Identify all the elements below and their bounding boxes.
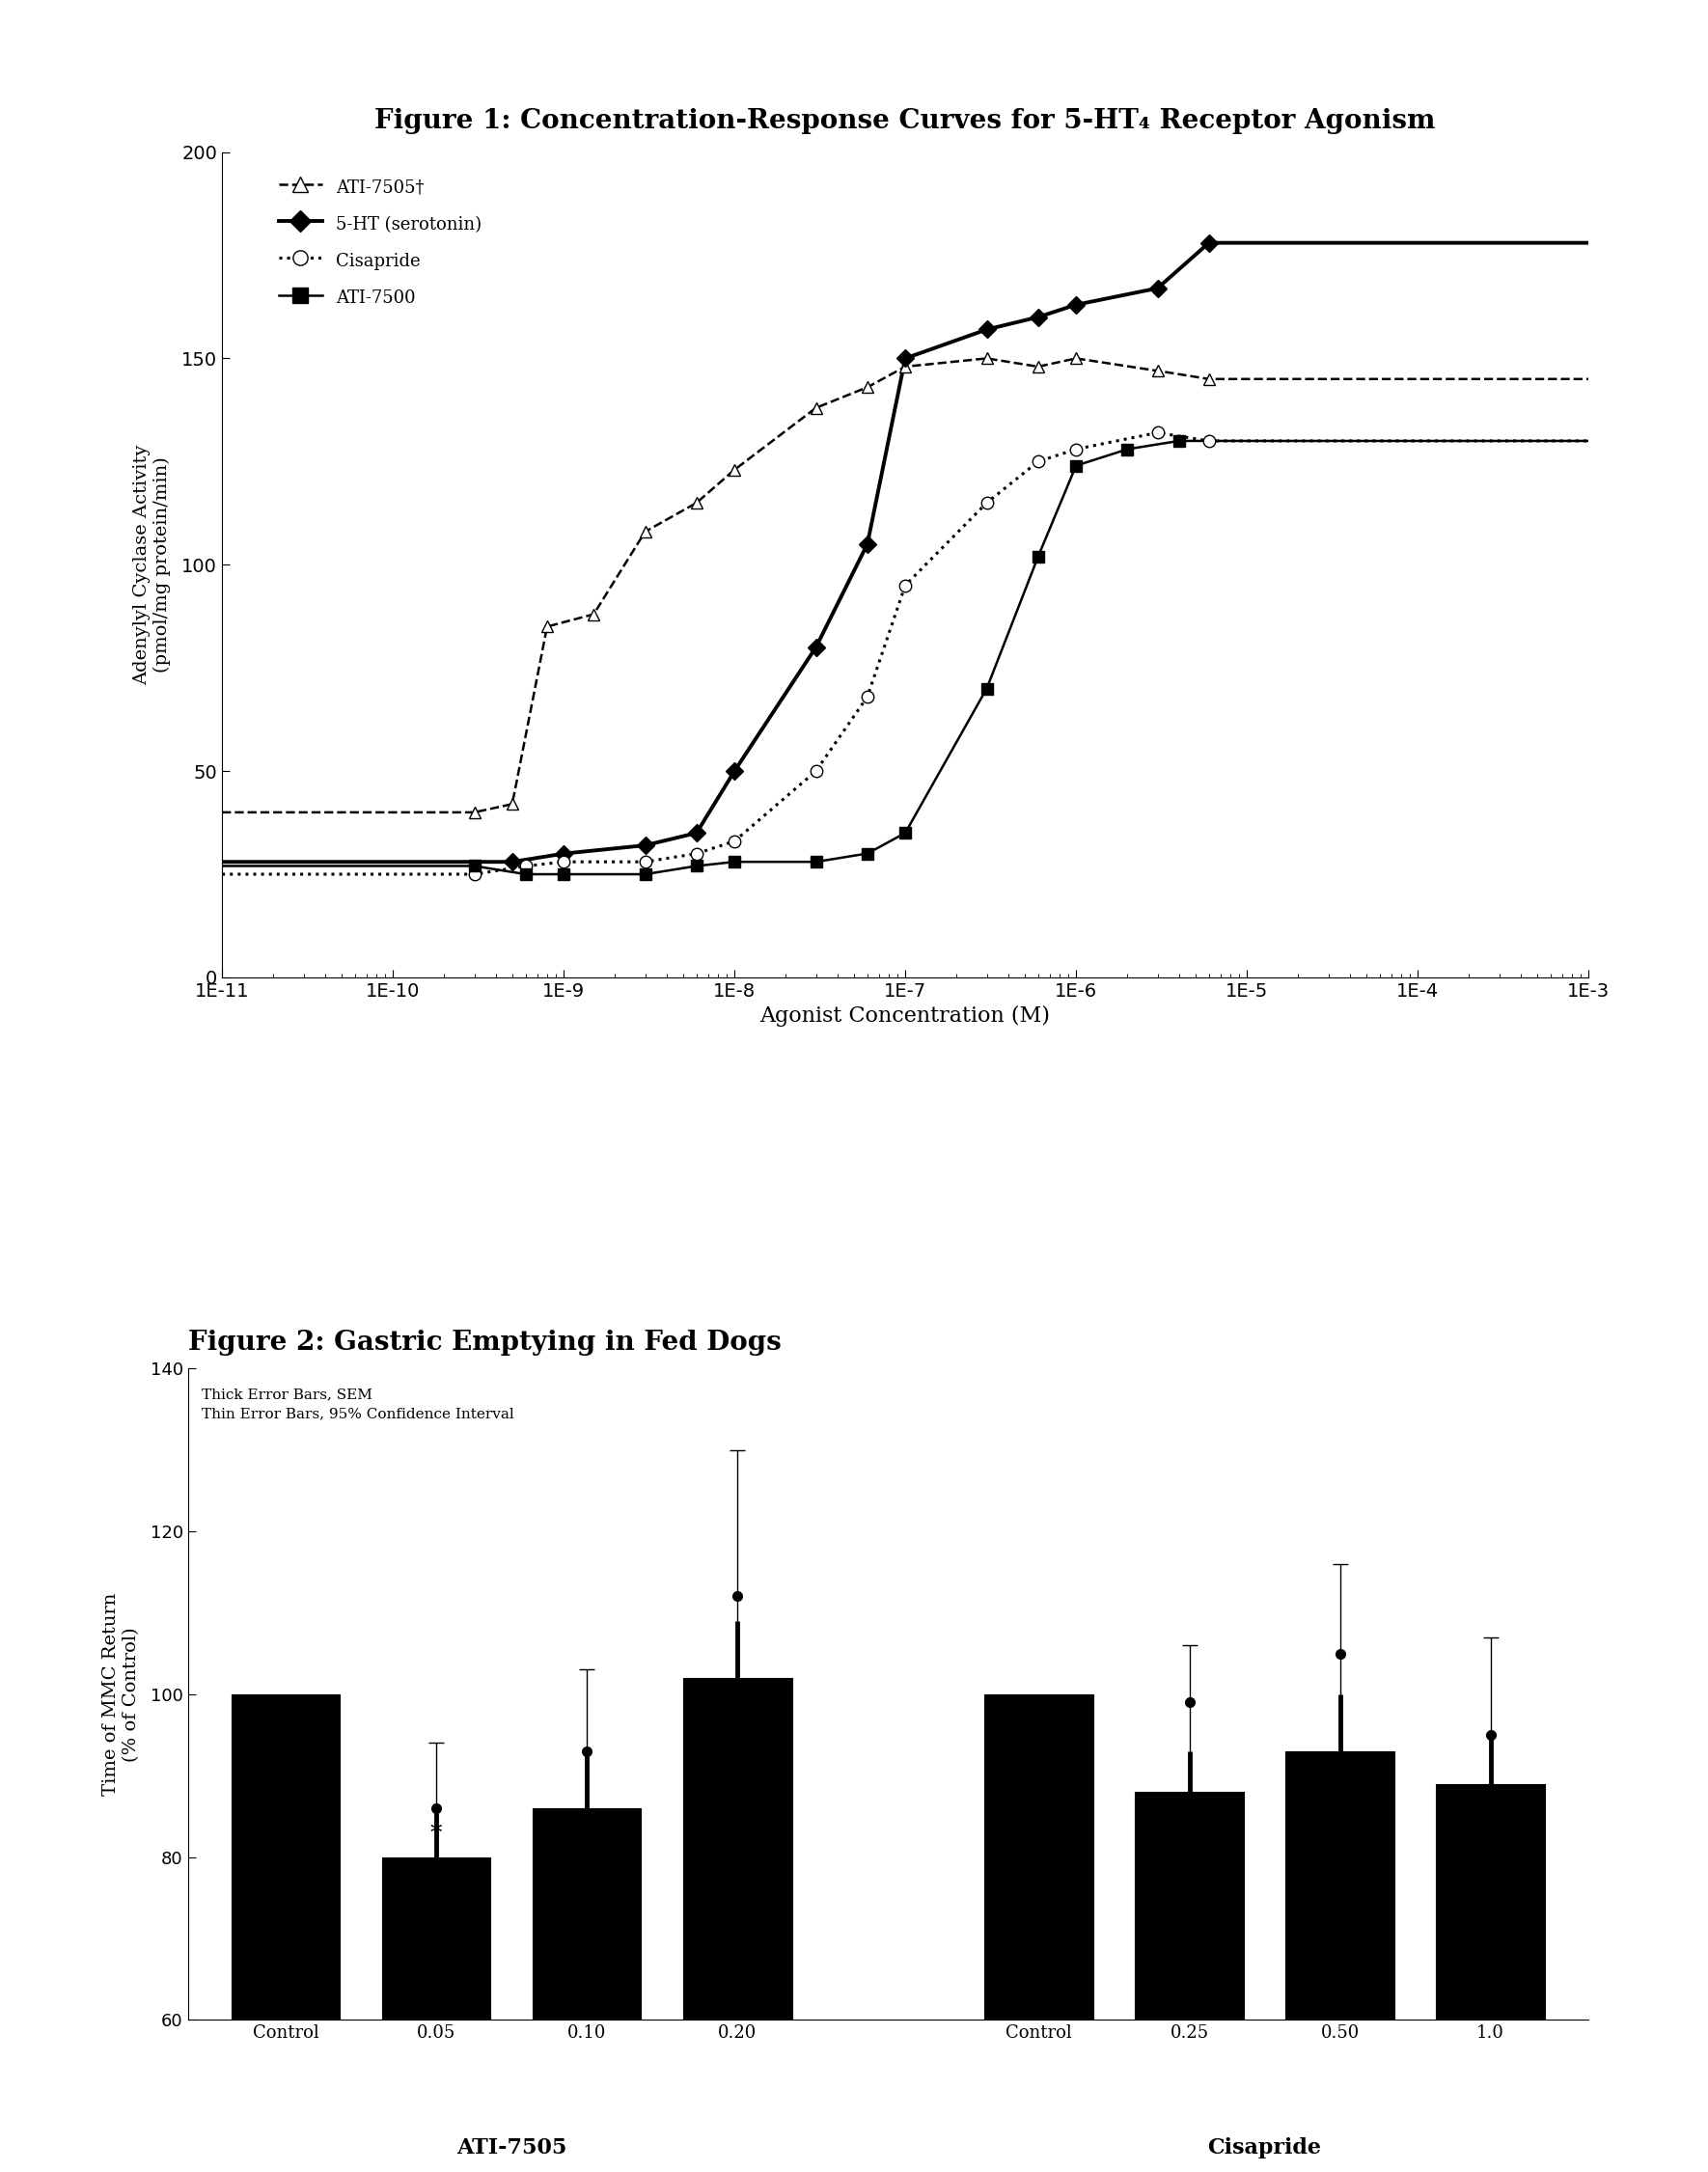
X-axis label: Agonist Concentration (M): Agonist Concentration (M) (760, 1006, 1050, 1027)
Y-axis label: Time of MMC Return
(% of Control): Time of MMC Return (% of Control) (102, 1592, 140, 1796)
Text: Cisapride: Cisapride (1208, 2137, 1322, 2159)
Text: Thick Error Bars, SEM
Thin Error Bars, 95% Confidence Interval: Thick Error Bars, SEM Thin Error Bars, 9… (202, 1388, 514, 1420)
Bar (232, 1694, 340, 2020)
Title: Figure 1: Concentration-Response Curves for 5-HT₄ Receptor Agonism: Figure 1: Concentration-Response Curves … (374, 109, 1436, 135)
Bar (533, 1807, 640, 2020)
Bar (984, 1694, 1093, 2020)
Legend: ATI-7505†, 5-HT (serotonin), Cisapride, ATI-7500: ATI-7505†, 5-HT (serotonin), Cisapride, … (272, 169, 488, 315)
Text: *: * (430, 1822, 442, 1844)
Bar (1436, 1783, 1544, 2020)
Bar (1136, 1792, 1243, 2020)
Bar (1286, 1751, 1394, 2020)
Bar (383, 1857, 490, 2020)
Y-axis label: Adenylyl Cyclase Activity
(pmol/mg protein/min): Adenylyl Cyclase Activity (pmol/mg prote… (133, 445, 171, 684)
Bar (683, 1677, 793, 2020)
Text: Figure 2: Gastric Emptying in Fed Dogs: Figure 2: Gastric Emptying in Fed Dogs (188, 1329, 781, 1355)
Text: ATI-7505: ATI-7505 (456, 2137, 567, 2159)
